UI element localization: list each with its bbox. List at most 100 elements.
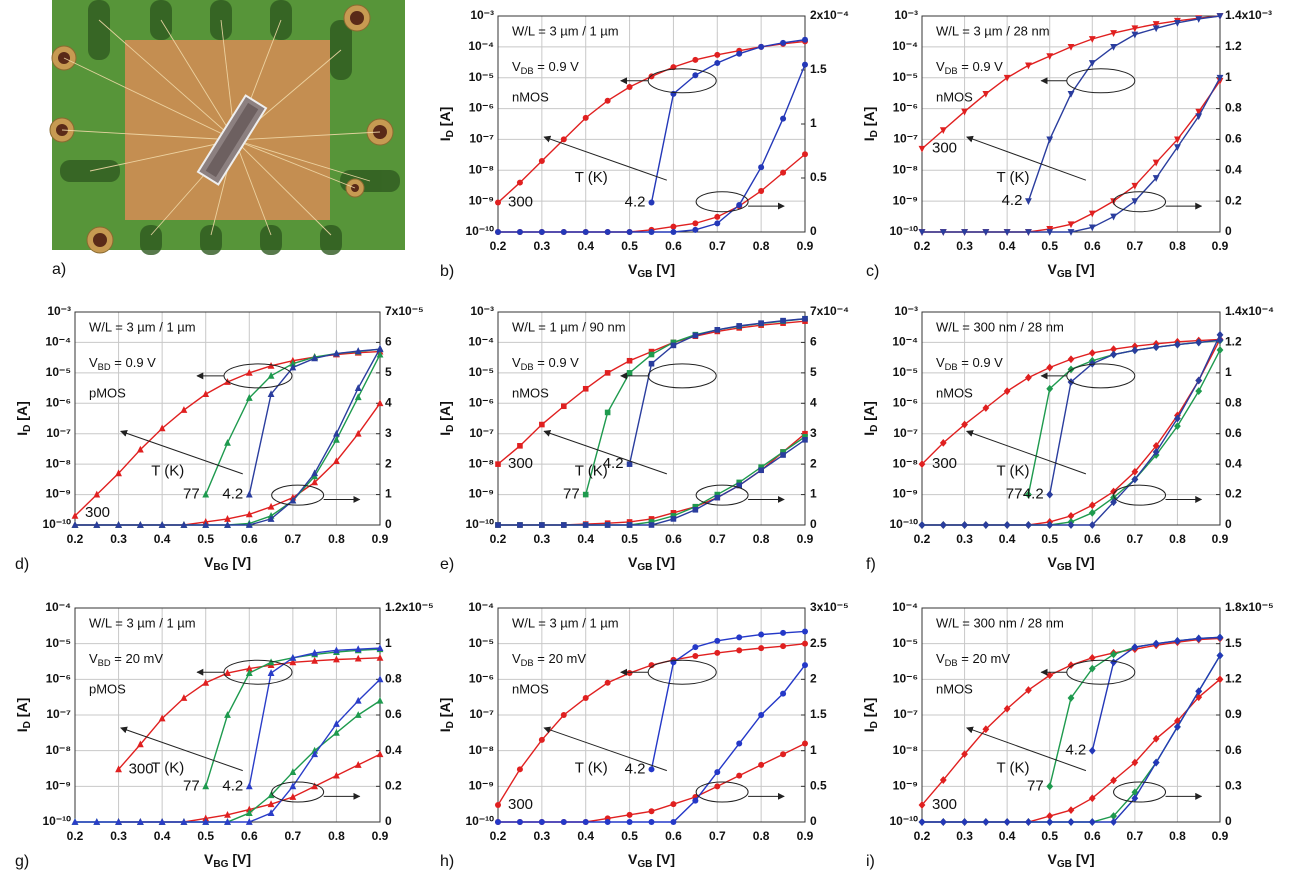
bias-annotation-part: BD: [98, 658, 111, 668]
y2-tick-label: 0: [1225, 224, 1232, 238]
x-axis-label-part: [V]: [652, 554, 675, 570]
point: [582, 114, 589, 121]
x-tick-label: 0.8: [328, 829, 345, 843]
y-tick-label: 10⁻⁵: [469, 636, 494, 650]
point: [758, 164, 765, 171]
x-tick-label: 0.4: [154, 532, 171, 546]
y-tick-label: 10⁻⁹: [893, 779, 918, 793]
point: [311, 649, 319, 656]
temperature-label: 300: [129, 760, 154, 777]
point: [517, 443, 523, 449]
point: [939, 776, 947, 784]
point: [224, 810, 231, 818]
point: [692, 56, 699, 63]
y-tick-label: 10⁻³: [470, 304, 494, 318]
y-tick-label: 10⁻⁶: [893, 101, 918, 115]
point: [158, 521, 166, 528]
temperature-label: 4.2: [1002, 192, 1023, 209]
point: [1003, 74, 1011, 82]
x-tick-label: 0.9: [797, 829, 814, 843]
y-axis-label: ID [A]: [14, 698, 33, 733]
y2-tick-label: 0.6: [1225, 132, 1242, 146]
x-tick-label: 0.8: [328, 532, 345, 546]
y-tick-label: 10⁻³: [47, 304, 71, 318]
point: [202, 818, 210, 825]
point: [1067, 229, 1075, 236]
x-tick-label: 0.6: [665, 239, 682, 253]
y-tick-label: 10⁻⁷: [893, 132, 918, 146]
x-axis-label-part: GB: [1057, 269, 1072, 280]
temperature-label: 4.2: [625, 760, 646, 777]
point: [354, 384, 362, 391]
point: [538, 819, 545, 825]
photo: [49, 0, 405, 255]
point: [1131, 342, 1139, 351]
x-axis-label-part: [V]: [228, 554, 251, 570]
y2-tick-label: 1: [1225, 70, 1232, 84]
y2-tick-label: 1: [810, 116, 817, 130]
point: [714, 637, 721, 644]
y-tick-label: 10⁻⁶: [893, 395, 918, 409]
bias-annotation: VDB = 20 mV: [936, 651, 1010, 668]
bias-annotation-part: V: [512, 651, 521, 666]
point: [1067, 90, 1075, 98]
plot-area: [922, 16, 1220, 232]
y-tick-label: 10⁻⁸: [46, 743, 71, 757]
point: [1110, 818, 1117, 826]
y-tick-label: 10⁻³: [470, 8, 494, 22]
point: [714, 769, 721, 776]
temperature-label: 77: [183, 777, 200, 794]
x-tick-label: 0.8: [753, 239, 770, 253]
point: [1195, 387, 1203, 396]
bias-annotation-part: DB: [945, 362, 958, 372]
point: [224, 711, 231, 718]
point: [1131, 475, 1139, 484]
point: [1152, 734, 1160, 743]
bias-annotation: VDB = 0.9 V: [936, 355, 1003, 372]
point: [982, 725, 990, 734]
point: [1110, 498, 1117, 507]
point: [1025, 686, 1032, 694]
point: [780, 629, 787, 636]
wl-annotation: W/L = 3 µm / 28 nm: [936, 23, 1050, 38]
point: [1152, 21, 1160, 28]
point: [736, 740, 743, 747]
y2-tick-label: 1.2: [1225, 39, 1242, 53]
x-tick-label: 0.3: [956, 829, 973, 843]
x-axis-label-part: GB: [1057, 562, 1072, 573]
point: [1174, 19, 1181, 27]
point: [1067, 43, 1075, 51]
y-tick-label: 10⁻⁴: [45, 335, 71, 349]
point: [224, 438, 231, 446]
point: [267, 361, 275, 369]
point: [802, 662, 808, 669]
y-axis-label-part: D: [869, 425, 880, 432]
point: [939, 127, 947, 135]
point: [626, 357, 633, 364]
y2-tick-label: 0.5: [810, 779, 827, 793]
x-axis-label: VGB [V]: [1047, 554, 1094, 573]
y-tick-label: 10⁻⁹: [46, 487, 71, 501]
temperature-axis-label: T (K): [997, 759, 1030, 776]
point: [1088, 359, 1096, 368]
point: [648, 808, 655, 815]
point: [736, 647, 743, 654]
y-tick-label: 10⁻³: [894, 304, 918, 318]
x-tick-label: 0.8: [753, 829, 770, 843]
x-axis-label-part: GB: [637, 269, 652, 280]
y2-tick-label: 1.8x10⁻⁵: [1225, 600, 1274, 614]
point: [1174, 414, 1181, 423]
point: [982, 818, 990, 826]
point: [1046, 782, 1054, 791]
point: [802, 640, 808, 647]
point: [626, 370, 633, 376]
point: [354, 429, 362, 437]
point: [1195, 376, 1203, 385]
y2-tick-label: 3: [385, 426, 392, 440]
point: [1110, 345, 1117, 354]
bias-annotation-part: V: [936, 651, 945, 666]
panel-label: a): [52, 261, 66, 278]
y-axis-label: ID [A]: [437, 401, 456, 436]
point: [516, 179, 523, 186]
point: [354, 696, 362, 704]
